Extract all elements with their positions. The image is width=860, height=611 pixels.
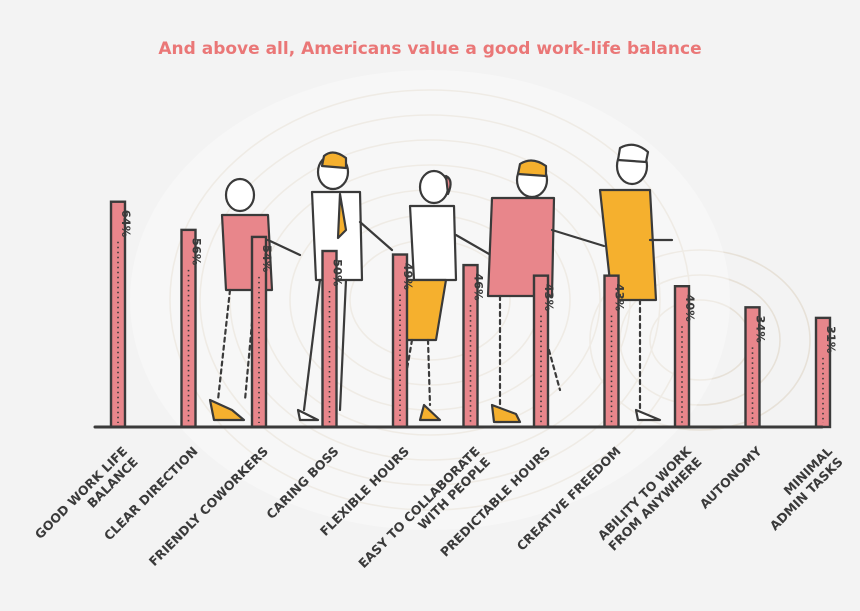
category-label-2: FRIENDLY COWORKERS — [146, 444, 271, 569]
category-label-9: AUTONOMY — [697, 443, 766, 512]
value-label-10: 31% — [824, 326, 838, 354]
value-label-8: 40% — [683, 294, 697, 322]
value-label-5: 46% — [472, 273, 486, 301]
bars-group — [109, 200, 832, 429]
value-label-3: 50% — [331, 259, 345, 287]
category-label-0: GOOD WORK LIFEBALANCE — [32, 444, 141, 553]
value-label-7: 43% — [613, 284, 627, 312]
category-label-9-line-0: AUTONOMY — [697, 443, 766, 512]
value-label-1: 56% — [190, 238, 204, 266]
value-label-0: 64% — [119, 210, 133, 238]
person-3-icon — [398, 169, 498, 422]
value-label-6: 43% — [542, 284, 556, 312]
value-label-9: 34% — [754, 315, 768, 343]
value-label-2: 54% — [260, 245, 274, 273]
category-label-2-line-0: FRIENDLY COWORKERS — [146, 444, 271, 569]
category-label-10: MINIMALADMIN TASKS — [756, 443, 846, 533]
person-5-icon — [598, 143, 674, 422]
value-labels-group: 64% 56% 54% 50% 49% 46% 43% 43% 40% 34% 31% — [119, 210, 838, 354]
value-label-4: 49% — [401, 263, 415, 291]
chart-title: And above all, Americans value a good wo… — [158, 39, 701, 59]
